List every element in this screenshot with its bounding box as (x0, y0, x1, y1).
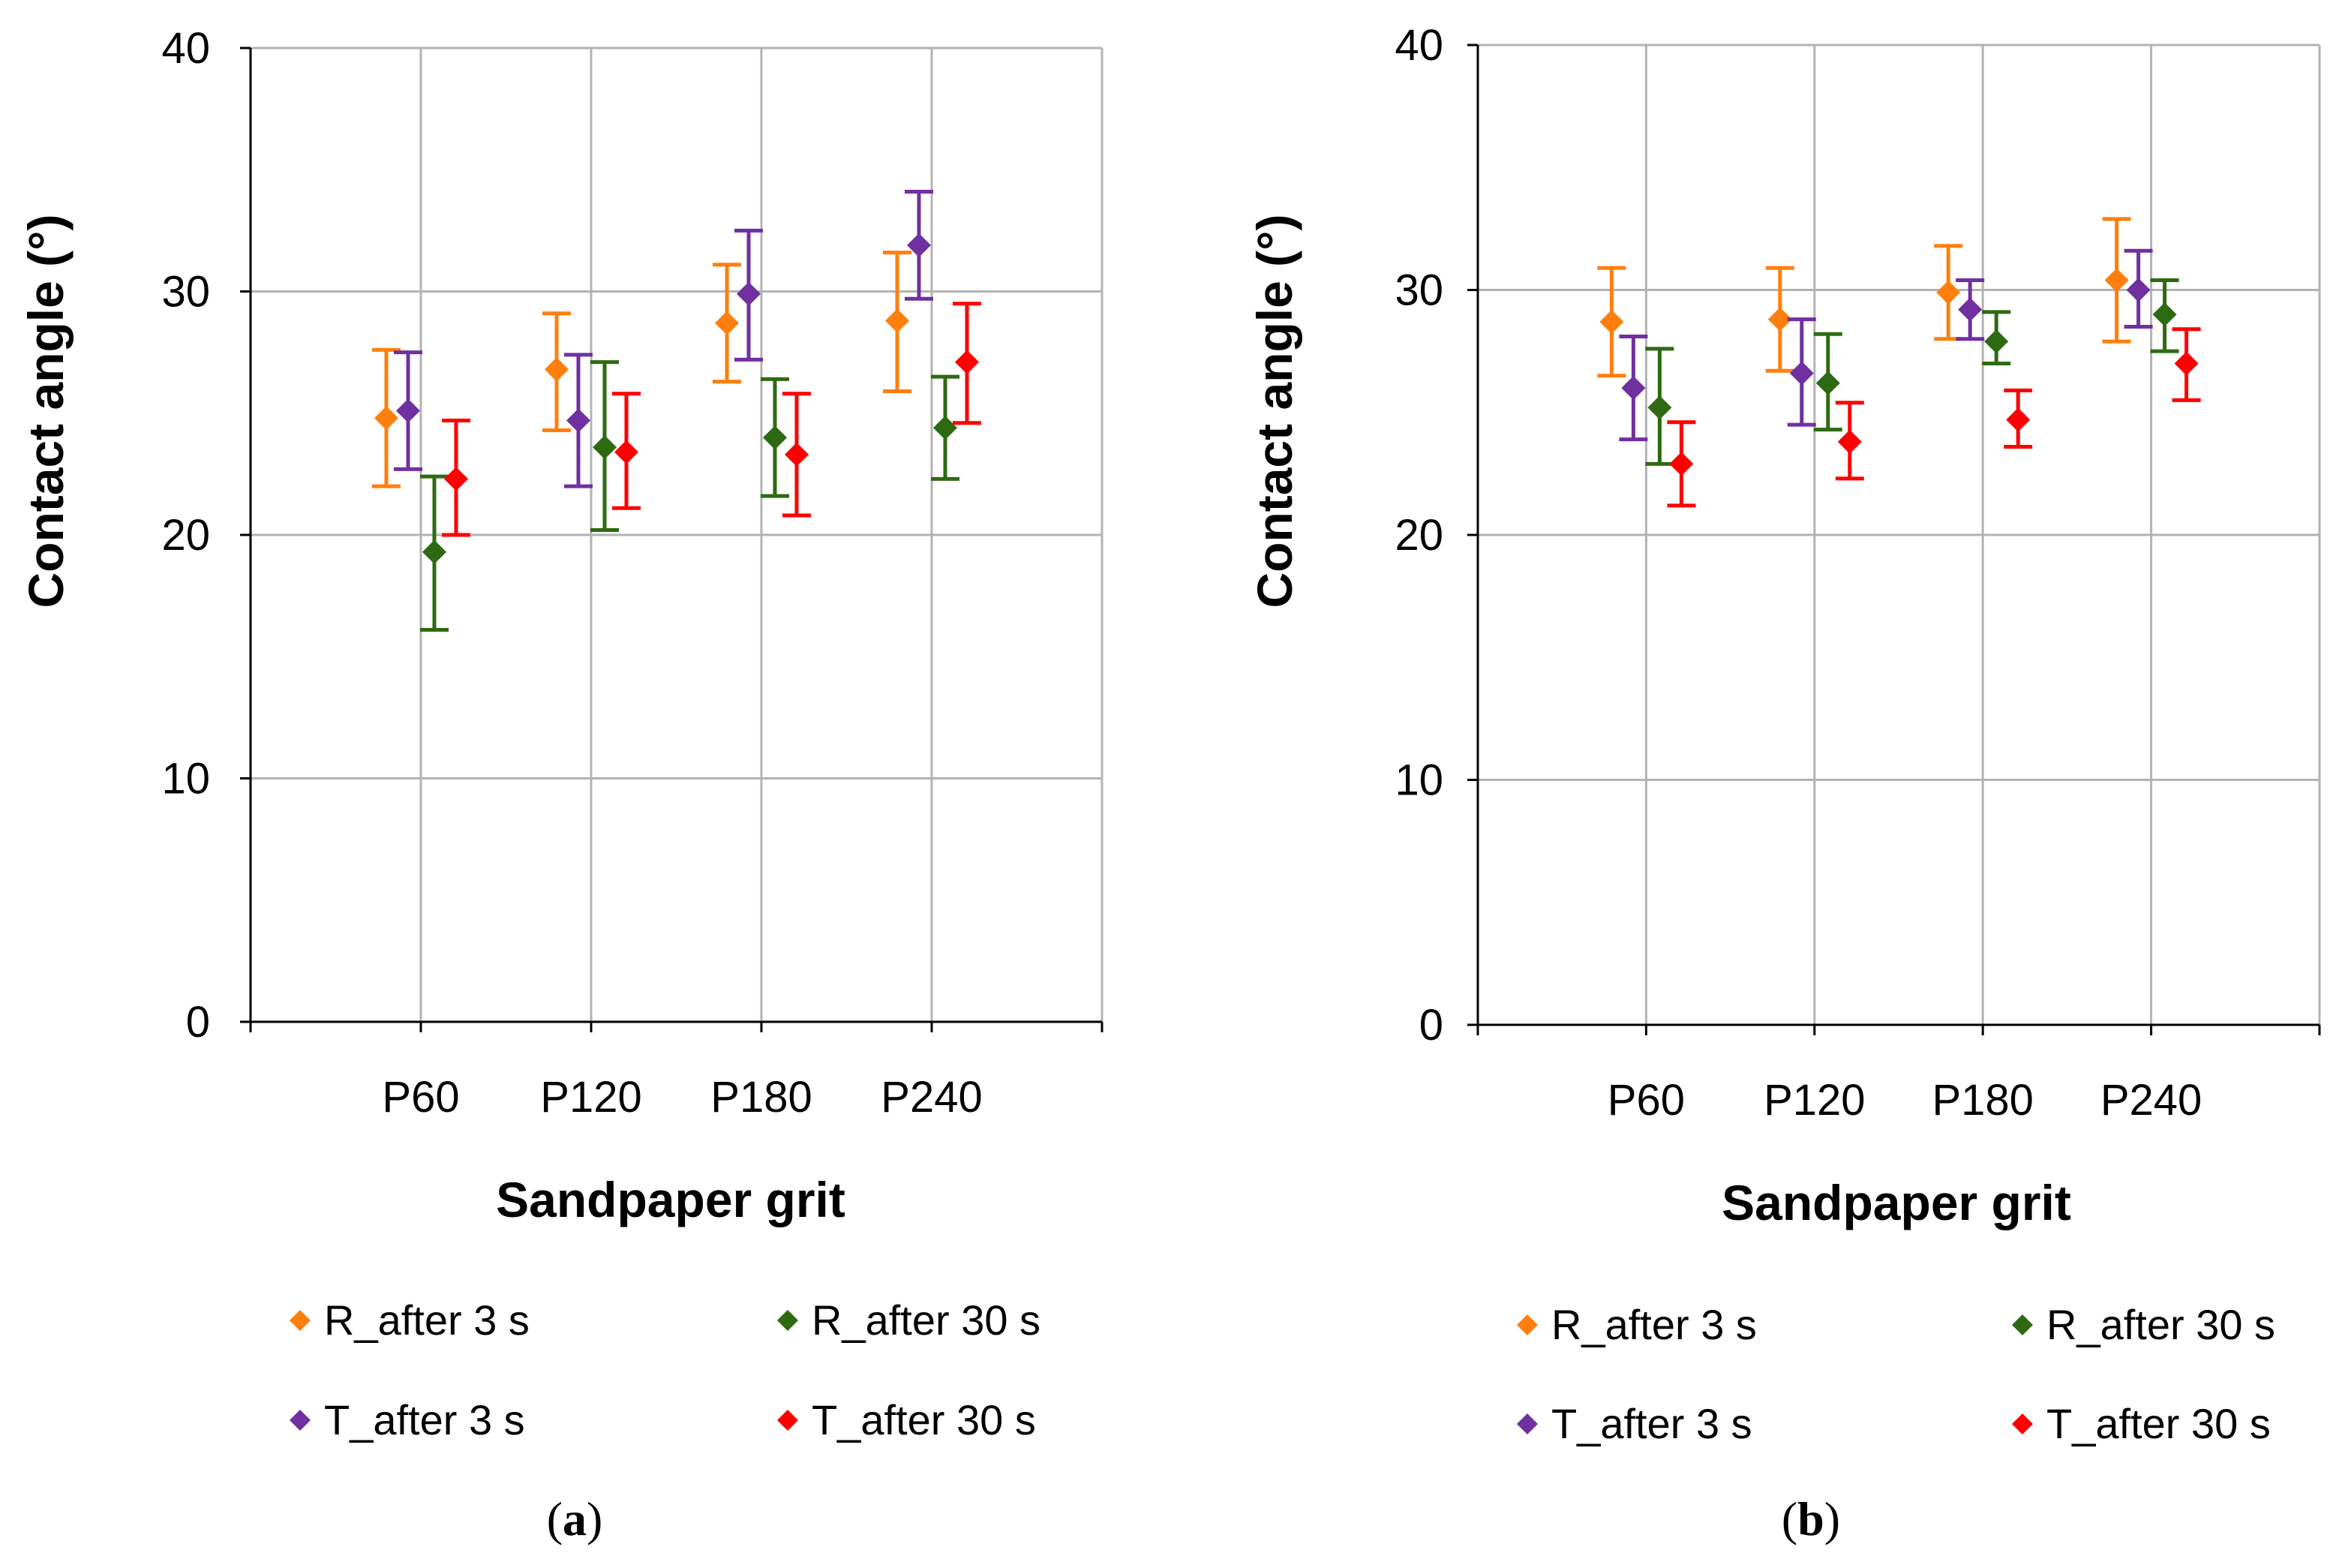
series-t-after-3-s (394, 189, 933, 488)
legend-marker (290, 1310, 311, 1331)
y-tick-label: 10 (161, 755, 210, 804)
series-r-after-30-s (1645, 278, 2179, 466)
y-tick-label: 40 (1395, 21, 1443, 70)
legend-item-r-after-3-s: R_after 3 s (290, 1296, 530, 1344)
panel-label-b: (b) (1782, 1492, 1840, 1545)
panel-label-b-close: ) (1824, 1492, 1840, 1545)
panel-label-a-letter: a (563, 1492, 587, 1545)
series-t-after-3-s (1619, 248, 2153, 442)
y-tick-label: 10 (1395, 756, 1443, 805)
legend-marker (2012, 1413, 2033, 1434)
x-axis-title: Sandpaper grit (496, 1172, 845, 1227)
data-point (1936, 280, 1961, 305)
data-point (396, 398, 420, 423)
legend-label: T_after 3 s (1551, 1400, 1752, 1447)
data-point (2152, 302, 2177, 327)
y-tick-label: 30 (1395, 266, 1443, 315)
x-tick-label-p120: P120 (540, 1073, 641, 1122)
data-point (1621, 376, 1646, 401)
data-point (566, 408, 590, 433)
data-point (1669, 452, 1694, 476)
data-point (907, 233, 931, 257)
data-point (1599, 309, 1624, 334)
chart-panel-b: 0 10 20 30 40 P60 P120 P180 P240 Sandpaper grit Co… (1247, 21, 2321, 1447)
data-point (422, 539, 446, 564)
data-point (2126, 278, 2151, 302)
data-point (737, 281, 761, 306)
panel-label-a-close: ) (587, 1492, 602, 1545)
data-point (1647, 395, 1672, 420)
series-t-after-30-s (442, 302, 981, 537)
legend-item-r-after-30-s: R_after 30 s (2012, 1301, 2275, 1348)
y-axis-title: Contact angle (°) (18, 214, 74, 608)
legend-marker (2012, 1314, 2033, 1335)
panel-label-a: (a) (547, 1492, 603, 1545)
legend-label: R_after 30 s (2046, 1301, 2275, 1348)
data-point (785, 442, 809, 467)
x-tick-label-p240: P240 (881, 1073, 982, 1122)
data-point (1958, 297, 1983, 322)
chart-panel-a: 0 10 20 30 40 P60 P120 P180 P240 Sandpaper grit Co… (18, 24, 1103, 1443)
y-tick-label: 20 (161, 511, 210, 560)
series-r-after-3-s (372, 251, 911, 488)
data-point (715, 311, 739, 335)
legend-label: R_after 30 s (812, 1296, 1040, 1344)
legend-item-t-after-30-s: T_after 30 s (2012, 1400, 2271, 1447)
data-point (2104, 268, 2129, 293)
legend-label: R_after 3 s (1551, 1301, 1757, 1348)
legend-marker (777, 1410, 798, 1431)
series-r-after-3-s (1597, 217, 2131, 378)
y-axis-title: Contact angle (°) (1247, 214, 1302, 608)
legend-marker (290, 1410, 311, 1431)
panel-label-b-open: ( (1782, 1492, 1797, 1545)
legend-marker (1517, 1314, 1538, 1335)
legend-item-t-after-3-s: T_after 3 s (290, 1396, 525, 1443)
series-t-after-30-s (1667, 327, 2201, 508)
data-point (1767, 307, 1792, 332)
data-point (2006, 407, 2031, 432)
data-point (614, 440, 638, 464)
panel-label-b-letter: b (1797, 1492, 1824, 1545)
x-tick-label-p180: P180 (1932, 1076, 2033, 1125)
legend-item-r-after-3-s: R_after 3 s (1517, 1301, 1757, 1348)
legend-marker (1517, 1413, 1538, 1434)
data-point (444, 467, 468, 491)
x-tick-label-p120: P120 (1764, 1076, 1865, 1125)
data-point (2174, 351, 2199, 376)
legend-label: T_after 3 s (324, 1396, 525, 1443)
data-point (933, 416, 957, 440)
x-axis-title: Sandpaper grit (1722, 1175, 2071, 1230)
data-point (1815, 371, 1840, 395)
y-tick-label: 20 (1395, 511, 1443, 560)
x-tick-label-p60: P60 (1608, 1076, 1685, 1125)
x-tick-label-p60: P60 (382, 1073, 459, 1122)
data-point (955, 350, 979, 374)
data-point (885, 308, 909, 333)
data-point (1837, 429, 1862, 454)
legend-item-r-after-30-s: R_after 30 s (777, 1296, 1040, 1344)
legend-label: R_after 3 s (324, 1296, 530, 1344)
legend-item-t-after-30-s: T_after 30 s (777, 1396, 1036, 1443)
y-tick-label: 40 (161, 24, 210, 73)
data-point (763, 425, 787, 450)
data-point (593, 435, 617, 460)
legend-item-t-after-3-s: T_after 3 s (1517, 1400, 1752, 1447)
data-point (545, 357, 569, 382)
y-tick-label: 0 (186, 998, 210, 1047)
data-point (374, 406, 398, 431)
series-r-after-30-s (420, 360, 959, 632)
data-point (1789, 361, 1814, 386)
data-point (1984, 329, 2009, 354)
legend-marker (777, 1310, 798, 1331)
legend-label: T_after 30 s (812, 1396, 1036, 1443)
x-tick-label-p240: P240 (2100, 1076, 2202, 1125)
y-tick-label: 30 (161, 268, 210, 317)
y-tick-label: 0 (1419, 1001, 1443, 1050)
x-tick-label-p180: P180 (710, 1073, 812, 1122)
legend-label: T_after 30 s (2046, 1400, 2271, 1447)
panel-label-a-open: ( (547, 1492, 563, 1545)
